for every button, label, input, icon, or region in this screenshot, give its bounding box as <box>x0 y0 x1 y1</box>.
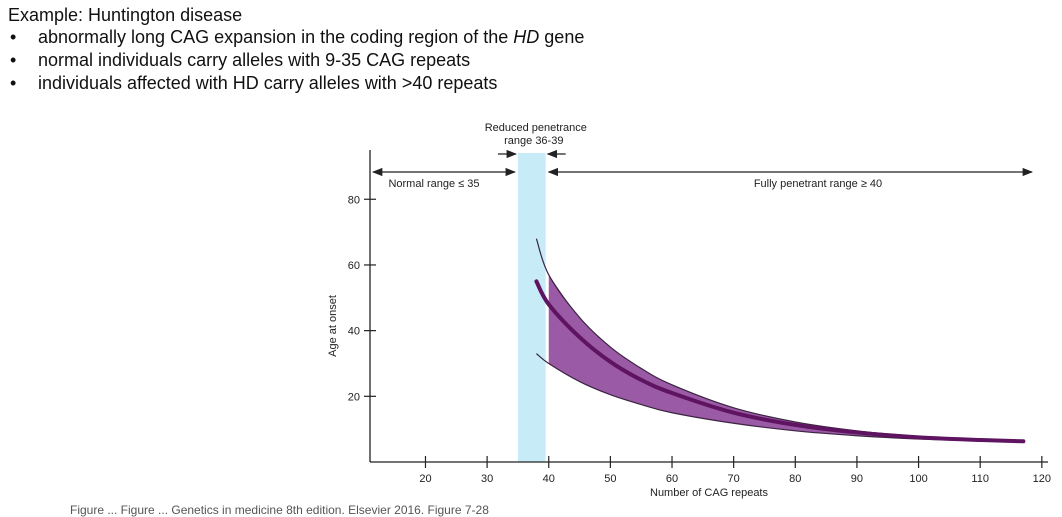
y-tick-label: 60 <box>348 260 360 272</box>
gene-name: HD <box>513 27 540 47</box>
bullet-item: • normal individuals carry alleles with … <box>8 49 584 72</box>
x-tick-label: 90 <box>851 473 863 485</box>
x-tick-label: 20 <box>419 473 431 485</box>
bullet-list: • abnormally long CAG expansion in the c… <box>8 26 584 95</box>
figure-caption: Figure ... Figure ... Genetics in medici… <box>70 503 489 517</box>
bullet-dot: • <box>10 27 17 47</box>
bullet-text: abnormally long CAG expansion in the cod… <box>38 27 514 47</box>
bullet-dot: • <box>10 50 17 70</box>
fully-penetrant-range-label: Fully penetrant range ≥ 40 <box>754 178 882 190</box>
x-tick-label: 80 <box>789 473 801 485</box>
x-tick-label: 50 <box>604 473 616 485</box>
bullet-item: • abnormally long CAG expansion in the c… <box>8 26 584 49</box>
x-tick-label: 70 <box>728 473 740 485</box>
intro-title: Example: Huntington disease <box>8 5 243 25</box>
x-tick-label: 120 <box>1033 473 1051 485</box>
reduced-range-label-line2: range 36-39 <box>504 135 563 147</box>
mean-onset-curve <box>534 279 1026 444</box>
bullet-dot: • <box>10 73 17 93</box>
shaded-range-area <box>548 274 1024 442</box>
bullet-item: • individuals affected with HD carry all… <box>8 72 584 95</box>
y-tick-label: 20 <box>348 391 360 403</box>
x-tick-label: 40 <box>543 473 555 485</box>
reduced-penetrance-band <box>517 153 546 462</box>
x-axis-title: Number of CAG repeats <box>650 487 768 499</box>
reduced-range-label-line1: Reduced penetrance <box>485 122 587 134</box>
normal-range-label: Normal range ≤ 35 <box>388 178 479 190</box>
bullet-text: individuals affected with HD carry allel… <box>38 73 498 93</box>
y-tick-label: 40 <box>348 326 360 338</box>
y-tick-label: 80 <box>348 194 360 206</box>
y-axis-title: Age at onset <box>327 295 339 357</box>
x-tick-label: 110 <box>971 473 989 485</box>
upper-bound-curve <box>535 238 1024 442</box>
x-tick-label: 60 <box>666 473 678 485</box>
x-tick-label: 30 <box>481 473 493 485</box>
bullet-text-end: gene <box>539 27 585 47</box>
intro-text: Example: Huntington disease • abnormally… <box>8 4 584 95</box>
x-tick-label: 100 <box>909 473 927 485</box>
bullet-text: normal individuals carry alleles with 9-… <box>38 50 471 70</box>
